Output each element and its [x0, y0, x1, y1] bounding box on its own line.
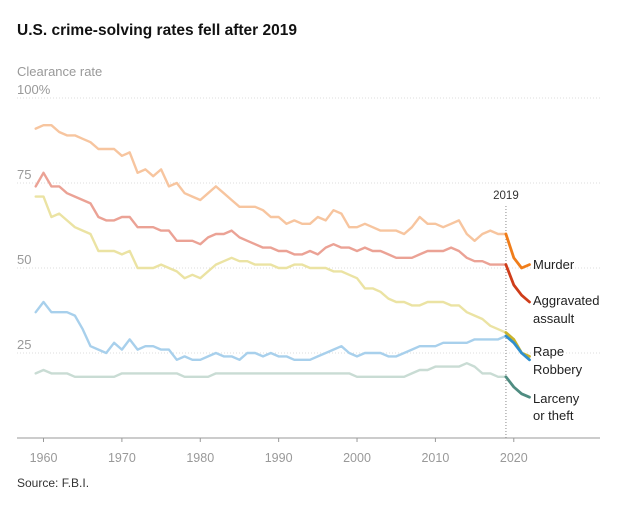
series-lines: [34, 123, 531, 399]
series-labels: Murder Aggravated assault Rape Robbery Larcen…: [533, 257, 600, 423]
chart-title: U.S. crime-solving rates fell after 2019: [17, 22, 297, 39]
x-tick-label-1970: 1970: [108, 451, 136, 465]
x-tick-label-2010: 2010: [421, 451, 449, 465]
series-line-rape: [34, 195, 508, 334]
series-label-robbery: Robbery: [533, 362, 583, 377]
x-tick-label-1980: 1980: [186, 451, 214, 465]
x-tick-label-1960: 1960: [30, 451, 58, 465]
y-tick-labels: 100% 75 50 25: [17, 82, 51, 352]
x-tick-label-2000: 2000: [343, 451, 371, 465]
y-tick-label-100: 100%: [17, 82, 51, 97]
series-label-aggravated-assault: Aggravated assault: [533, 293, 600, 326]
series-line-recent-murder: [504, 232, 531, 270]
y-tick-label-75: 75: [17, 167, 31, 182]
x-tick-label-2020: 2020: [500, 451, 528, 465]
series-line-recent-larceny-or-theft: [504, 375, 531, 399]
y-tick-label-50: 50: [17, 252, 31, 267]
x-tick-label-1990: 1990: [265, 451, 293, 465]
series-label-larceny-or-theft: Larceny or theft: [533, 391, 580, 423]
series-line-recent-aggravated-assault: [504, 263, 531, 304]
annotation-label: 2019: [493, 190, 519, 202]
series-line-larceny-or-theft: [34, 362, 508, 378]
y-axis-title: Clearance rate: [17, 64, 102, 79]
source-note: Source: F.B.I.: [17, 476, 90, 490]
y-gridlines: [17, 97, 600, 354]
year-2019-annotation: 2019: [493, 190, 519, 438]
series-line-recent-robbery: [504, 334, 531, 362]
series-line-murder: [34, 123, 508, 243]
series-line-robbery: [34, 300, 508, 361]
x-tick-labels: 1960 1970 1980 1990 2000 2010 2020: [30, 438, 528, 465]
series-label-rape: Rape: [533, 344, 564, 359]
y-tick-label-25: 25: [17, 337, 31, 352]
series-line-aggravated-assault: [34, 171, 508, 266]
series-label-murder: Murder: [533, 257, 575, 272]
